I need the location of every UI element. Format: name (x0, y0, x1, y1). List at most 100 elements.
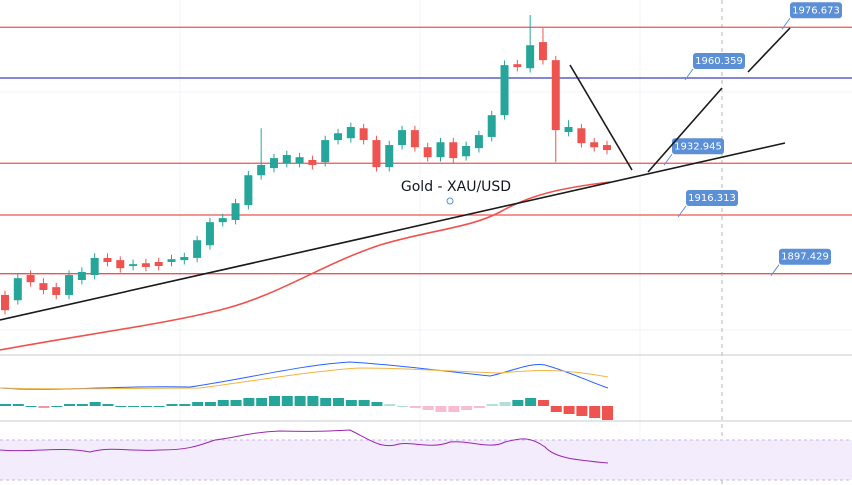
price-label-box (790, 2, 842, 19)
price-label-box (686, 189, 738, 206)
chart-title: Gold - XAU/USD (401, 179, 511, 195)
candle-body (52, 287, 61, 295)
macd-bar (166, 404, 178, 406)
macd-bar (192, 402, 204, 406)
candle-body (308, 159, 317, 165)
candle-body (154, 261, 163, 267)
candle-body (141, 263, 150, 267)
trend-line (569, 64, 633, 171)
candle-body (90, 257, 99, 276)
macd-bar (51, 406, 63, 407)
candle-body (410, 130, 419, 148)
macd-bar (153, 406, 165, 407)
price-label-pointer (770, 264, 780, 277)
macd-bar (371, 402, 383, 406)
macd-histogram (0, 396, 613, 420)
macd-bar (307, 396, 319, 406)
macd-bar (128, 406, 140, 407)
macd-bar (25, 406, 37, 407)
candle-body (244, 175, 253, 206)
macd-bar (38, 406, 50, 408)
macd-bar (333, 398, 345, 406)
candle-body (538, 42, 547, 61)
price-label: 1976.673 (792, 5, 840, 16)
macd-bar (422, 406, 434, 410)
rsi-band (0, 440, 852, 480)
price-label-box (693, 53, 745, 69)
macd-bar (268, 396, 280, 406)
candle-body (103, 257, 112, 262)
title-anchor (446, 197, 454, 205)
levels: 1976.673 1960.359 1932.945 1916.313 1897.429 (0, 2, 852, 277)
candle-body (334, 133, 343, 141)
price-label: 1897.429 (781, 252, 829, 263)
macd-bar (499, 402, 511, 406)
macd-bar (320, 398, 332, 406)
candle-body (359, 128, 368, 141)
macd-bar (525, 398, 537, 406)
macd-bar (140, 406, 152, 407)
macd-bar (397, 406, 409, 407)
candle-body (321, 140, 330, 163)
candle-body (346, 127, 355, 139)
macd-bar (345, 400, 357, 406)
trend-line (0, 142, 786, 321)
candle-body (526, 45, 535, 69)
trend-line (647, 87, 723, 173)
price-label: 1932.945 (674, 141, 722, 152)
macd-bar (0, 404, 11, 406)
macd-bar (384, 404, 396, 406)
macd-bar (217, 400, 229, 406)
macd-bar (602, 406, 613, 420)
macd-bar (256, 398, 268, 406)
macd-bar (448, 406, 460, 412)
candle-body (282, 155, 291, 164)
macd-bar (76, 404, 88, 406)
macd-bar (563, 406, 575, 414)
candle-body (26, 275, 35, 283)
macd-bar (12, 404, 24, 406)
candles (1, 15, 611, 315)
macd-bar (89, 402, 101, 406)
macd-bar (589, 406, 601, 418)
price-label-pointer (677, 205, 687, 218)
candle-body (205, 222, 214, 246)
price-label-box (672, 138, 724, 155)
candle-body (1, 294, 9, 311)
candle-body (474, 135, 483, 149)
macd-bar (537, 400, 549, 406)
candle-body (295, 157, 304, 164)
signal-line (0, 367, 609, 390)
candle-body (65, 275, 74, 295)
macd-bar (204, 402, 216, 406)
candle-body (218, 218, 227, 223)
candle-body (462, 145, 471, 157)
candle-body (167, 259, 176, 262)
macd-bar (473, 406, 485, 408)
candle-body (193, 240, 202, 258)
price-label: 1960.359 (695, 56, 743, 67)
candle-body (257, 164, 266, 176)
candle-body (603, 145, 611, 151)
trend-line (747, 27, 791, 73)
price-label: 1916.313 (688, 193, 736, 204)
candle-body (13, 278, 22, 301)
candle-body (449, 142, 458, 159)
candle-body (487, 115, 496, 137)
candle-body (436, 142, 445, 158)
candle-body (372, 140, 381, 168)
candle-body (116, 260, 125, 269)
macd-bar (512, 400, 524, 406)
candle-body (39, 283, 48, 290)
rsi-line (0, 429, 609, 464)
macd-bar (461, 406, 473, 410)
price-label-pointer (781, 17, 791, 30)
macd-bar (102, 404, 114, 406)
price-label-pointer (663, 153, 673, 166)
candle-body (269, 158, 278, 169)
candle-body (398, 130, 407, 146)
macd-bar (230, 400, 242, 406)
candle-body (129, 264, 138, 267)
